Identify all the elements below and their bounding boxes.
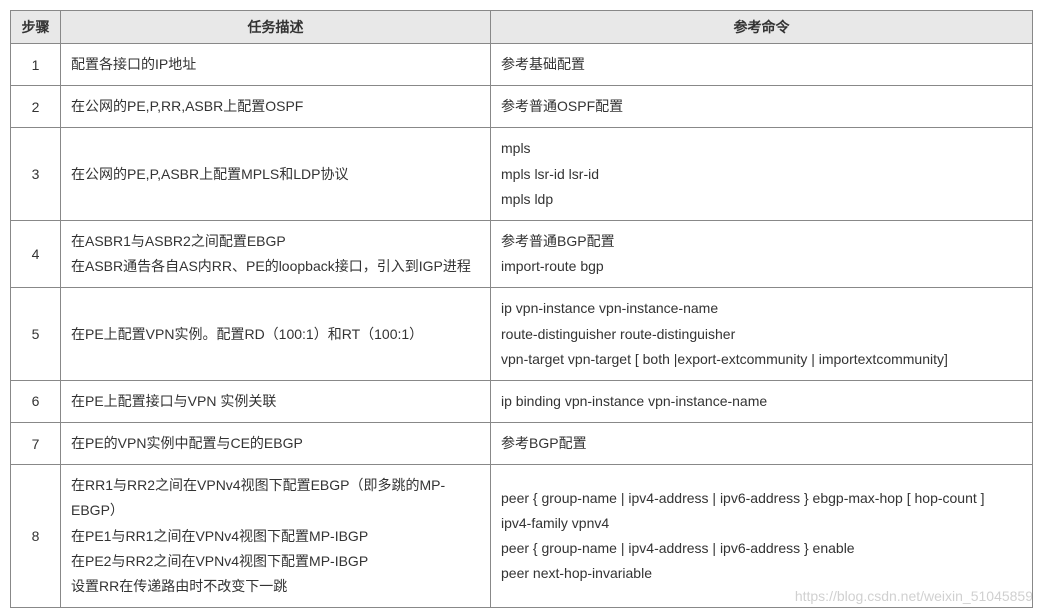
cmd-cell: 参考基础配置 [491, 44, 1033, 86]
step-cell: 2 [11, 86, 61, 128]
cmd-cell: ip binding vpn-instance vpn-instance-nam… [491, 380, 1033, 422]
step-cell: 8 [11, 465, 61, 608]
desc-cell: 在PE上配置VPN实例。配置RD（100:1）和RT（100:1） [61, 288, 491, 381]
step-cell: 1 [11, 44, 61, 86]
cmd-cell: mplsmpls lsr-id lsr-idmpls ldp [491, 128, 1033, 221]
col-header-desc: 任务描述 [61, 11, 491, 44]
desc-cell: 在PE的VPN实例中配置与CE的EBGP [61, 423, 491, 465]
col-header-step: 步骤 [11, 11, 61, 44]
cmd-cell: 参考普通OSPF配置 [491, 86, 1033, 128]
desc-cell: 在公网的PE,P,ASBR上配置MPLS和LDP协议 [61, 128, 491, 221]
table-row: 2在公网的PE,P,RR,ASBR上配置OSPF参考普通OSPF配置 [11, 86, 1033, 128]
desc-cell: 在RR1与RR2之间在VPNv4视图下配置EBGP（即多跳的MP-EBGP）在P… [61, 465, 491, 608]
table-row: 6在PE上配置接口与VPN 实例关联ip binding vpn-instanc… [11, 380, 1033, 422]
desc-cell: 在公网的PE,P,RR,ASBR上配置OSPF [61, 86, 491, 128]
step-cell: 3 [11, 128, 61, 221]
step-cell: 5 [11, 288, 61, 381]
cmd-cell: 参考普通BGP配置import-route bgp [491, 220, 1033, 287]
table-row: 1配置各接口的IP地址参考基础配置 [11, 44, 1033, 86]
table-row: 7在PE的VPN实例中配置与CE的EBGP参考BGP配置 [11, 423, 1033, 465]
step-cell: 7 [11, 423, 61, 465]
table-row: 5在PE上配置VPN实例。配置RD（100:1）和RT（100:1）ip vpn… [11, 288, 1033, 381]
step-cell: 6 [11, 380, 61, 422]
config-steps-table: 步骤 任务描述 参考命令 1配置各接口的IP地址参考基础配置2在公网的PE,P,… [10, 10, 1033, 608]
col-header-cmd: 参考命令 [491, 11, 1033, 44]
cmd-cell: 参考BGP配置 [491, 423, 1033, 465]
desc-cell: 配置各接口的IP地址 [61, 44, 491, 86]
step-cell: 4 [11, 220, 61, 287]
table-row: 3在公网的PE,P,ASBR上配置MPLS和LDP协议mplsmpls lsr-… [11, 128, 1033, 221]
table-body: 1配置各接口的IP地址参考基础配置2在公网的PE,P,RR,ASBR上配置OSP… [11, 44, 1033, 608]
table-header: 步骤 任务描述 参考命令 [11, 11, 1033, 44]
cmd-cell: ip vpn-instance vpn-instance-nameroute-d… [491, 288, 1033, 381]
desc-cell: 在PE上配置接口与VPN 实例关联 [61, 380, 491, 422]
table-row: 4在ASBR1与ASBR2之间配置EBGP在ASBR通告各自AS内RR、PE的l… [11, 220, 1033, 287]
cmd-cell: peer { group-name | ipv4-address | ipv6-… [491, 465, 1033, 608]
table-row: 8在RR1与RR2之间在VPNv4视图下配置EBGP（即多跳的MP-EBGP）在… [11, 465, 1033, 608]
desc-cell: 在ASBR1与ASBR2之间配置EBGP在ASBR通告各自AS内RR、PE的lo… [61, 220, 491, 287]
